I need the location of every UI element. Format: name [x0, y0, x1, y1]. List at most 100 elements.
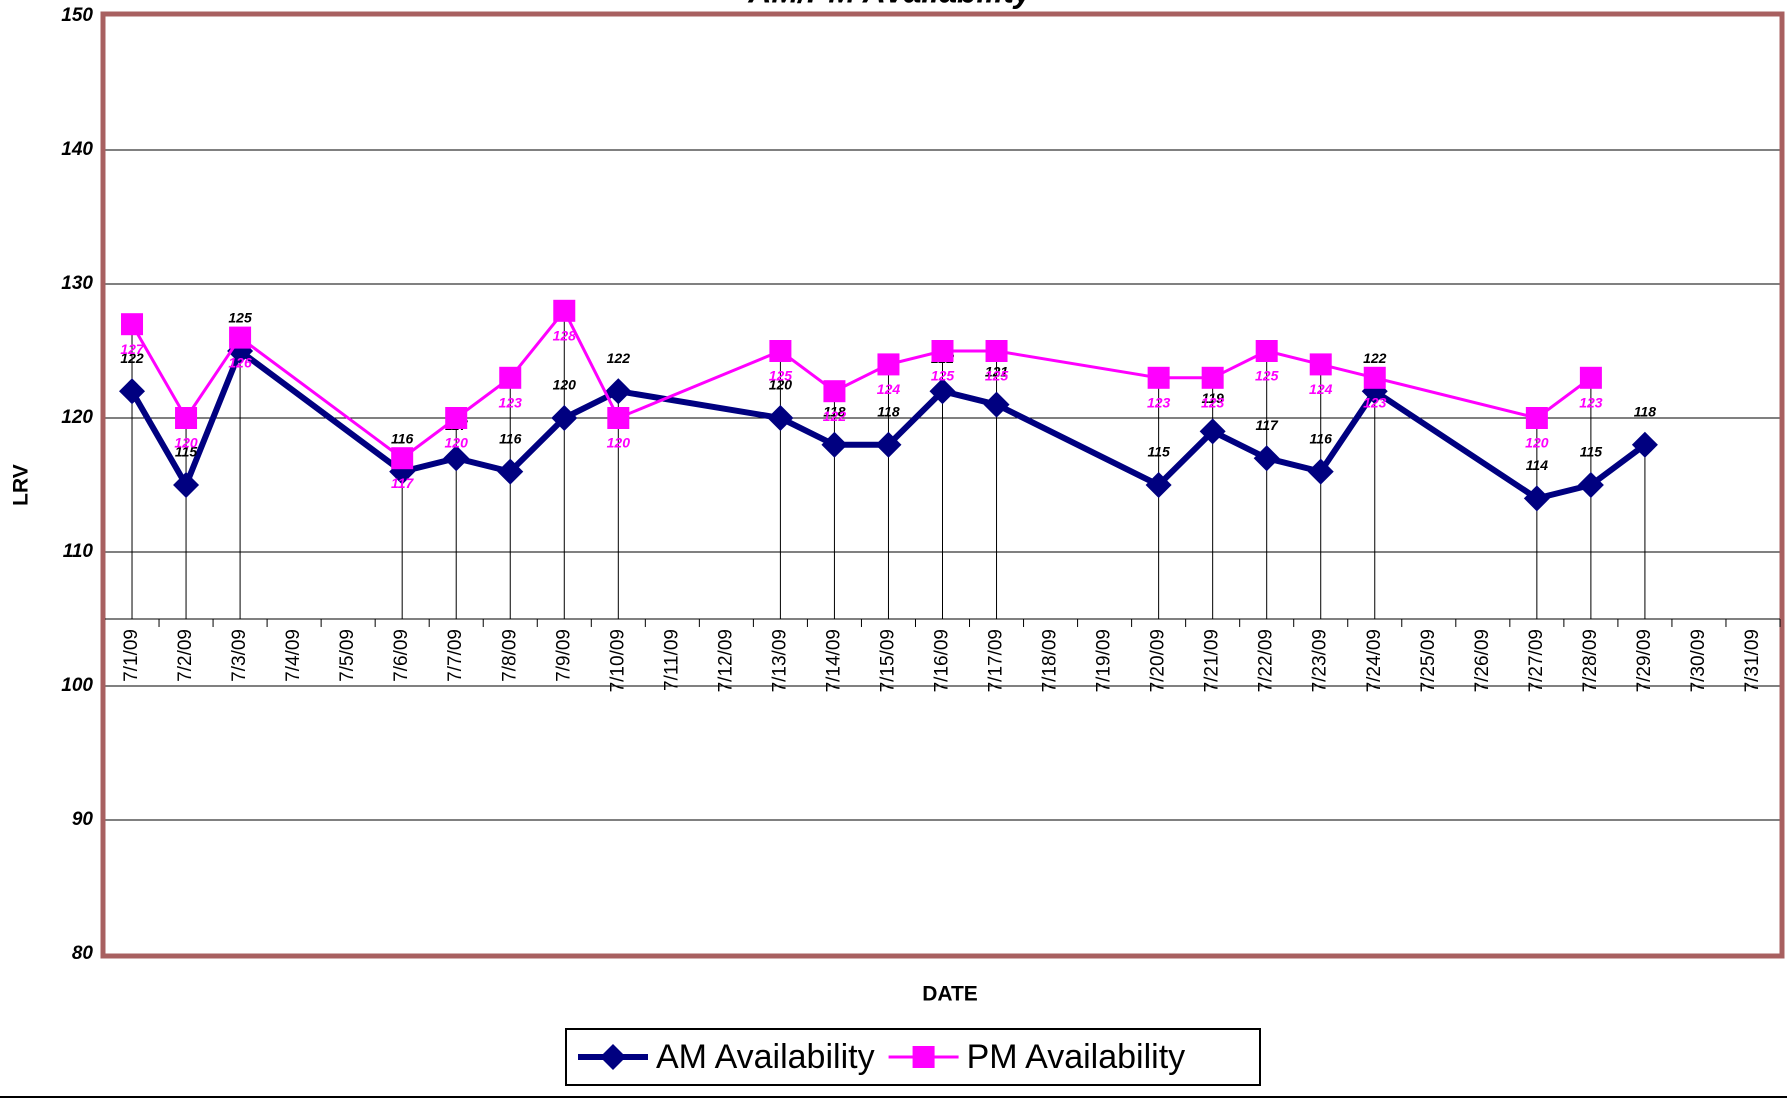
- plot-border: [100, 11, 1785, 959]
- data-label: 120: [1525, 435, 1549, 451]
- data-label: 122: [823, 408, 847, 424]
- x-tick-label: 7/20/09: [1148, 629, 1169, 692]
- diamond-marker: [821, 431, 848, 458]
- square-marker: [391, 447, 414, 470]
- x-tick-label: 7/10/09: [607, 629, 628, 692]
- square-marker: [877, 353, 900, 376]
- x-axis-label: DATE: [922, 983, 978, 1006]
- x-tick-label: 7/25/09: [1418, 629, 1439, 692]
- data-label: 128: [553, 328, 577, 344]
- data-label: 120: [553, 377, 577, 393]
- legend-label: PM Availability: [967, 1038, 1186, 1076]
- diamond-marker: [497, 458, 524, 485]
- data-label: 120: [607, 435, 631, 451]
- square-marker: [1579, 366, 1602, 389]
- data-label: 115: [1147, 444, 1170, 460]
- data-label: 115: [175, 444, 198, 460]
- x-tick-label: 7/28/09: [1580, 629, 1601, 692]
- x-tick-label: 7/26/09: [1472, 629, 1493, 692]
- x-tick-label: 7/13/09: [769, 629, 790, 692]
- diamond-marker: [1145, 472, 1172, 498]
- x-tick-label: 7/2/09: [175, 629, 196, 682]
- data-label: 122: [1363, 350, 1387, 366]
- square-marker: [607, 407, 630, 429]
- x-tick-label: 7/23/09: [1310, 629, 1331, 692]
- x-tick-label: 7/30/09: [1688, 629, 1709, 692]
- data-label: 115: [1580, 444, 1603, 460]
- data-label: 124: [1309, 381, 1333, 397]
- data-label: 116: [1310, 430, 1333, 446]
- diamond-marker: [929, 378, 956, 405]
- y-axis-label: LRV: [10, 464, 33, 506]
- square-marker: [175, 407, 198, 429]
- x-tick-label: 7/6/09: [391, 629, 412, 682]
- y-tick-label: 120: [61, 407, 93, 428]
- x-tick-label: 7/14/09: [823, 629, 844, 692]
- diamond-marker: [1199, 418, 1226, 445]
- x-tick-label: 7/5/09: [337, 629, 358, 682]
- diamond-marker: [605, 378, 632, 405]
- x-tick-label: 7/11/09: [661, 629, 682, 691]
- x-tick-label: 7/17/09: [986, 629, 1007, 692]
- diamond-marker: [600, 1044, 626, 1070]
- data-label: 125: [985, 368, 1009, 384]
- x-tick-label: 7/22/09: [1256, 629, 1277, 692]
- x-tick-label: 7/3/09: [229, 629, 250, 682]
- diamond-marker: [1253, 445, 1280, 472]
- data-label: 123: [1147, 395, 1171, 411]
- x-tick-label: 7/9/09: [553, 629, 574, 682]
- y-tick-label: 80: [72, 943, 94, 964]
- data-label: 117: [391, 475, 415, 491]
- square-marker: [1309, 353, 1332, 376]
- data-label: 125: [931, 368, 955, 384]
- y-tick-label: 130: [61, 273, 93, 294]
- diamond-marker: [1631, 431, 1658, 458]
- square-marker: [1147, 366, 1170, 389]
- data-label: 127: [120, 341, 145, 357]
- data-label: 118: [1634, 404, 1657, 420]
- x-tick-label: 7/16/09: [932, 629, 953, 692]
- data-label: 125: [769, 368, 793, 384]
- data-label: 118: [823, 404, 846, 420]
- data-label: 116: [391, 430, 414, 446]
- square-marker: [121, 313, 144, 336]
- x-tick-label: 7/12/09: [715, 629, 736, 692]
- square-marker: [1255, 340, 1278, 362]
- y-tick-label: 150: [61, 5, 93, 26]
- data-label: 120: [445, 435, 469, 451]
- data-label: 123: [1363, 395, 1387, 411]
- diamond-marker: [767, 405, 794, 431]
- y-tick-label: 140: [61, 139, 93, 160]
- x-tick-label: 7/31/09: [1742, 629, 1763, 692]
- square-marker: [1525, 407, 1548, 429]
- x-tick-label: 7/21/09: [1202, 629, 1223, 692]
- data-label: 123: [1201, 395, 1225, 411]
- diamond-marker: [1523, 485, 1550, 512]
- data-label: 120: [769, 377, 793, 393]
- x-tick-label: 7/19/09: [1094, 629, 1115, 692]
- square-marker: [1363, 366, 1386, 389]
- square-marker: [912, 1046, 935, 1068]
- square-marker: [823, 380, 846, 403]
- x-tick-label: 7/18/09: [1040, 629, 1061, 692]
- data-label: 121: [985, 363, 1009, 379]
- data-label: 114: [1526, 457, 1549, 473]
- diamond-marker: [875, 431, 902, 458]
- x-tick-label: 7/1/09: [121, 629, 142, 682]
- x-tick-label: 7/29/09: [1634, 629, 1655, 692]
- square-marker: [769, 340, 792, 362]
- data-label: 119: [1201, 390, 1224, 406]
- square-marker: [931, 340, 954, 362]
- data-label: 122: [120, 350, 144, 366]
- diamond-marker: [443, 445, 470, 472]
- data-label: 125: [1255, 368, 1279, 384]
- diamond-marker: [119, 378, 146, 405]
- legend-label: AM Availability: [656, 1038, 875, 1076]
- diamond-marker: [1307, 458, 1334, 485]
- y-tick-label: 90: [72, 809, 94, 830]
- data-label: 120: [174, 435, 198, 451]
- diamond-marker: [983, 391, 1010, 418]
- square-marker: [229, 326, 252, 349]
- data-label: 123: [499, 395, 523, 411]
